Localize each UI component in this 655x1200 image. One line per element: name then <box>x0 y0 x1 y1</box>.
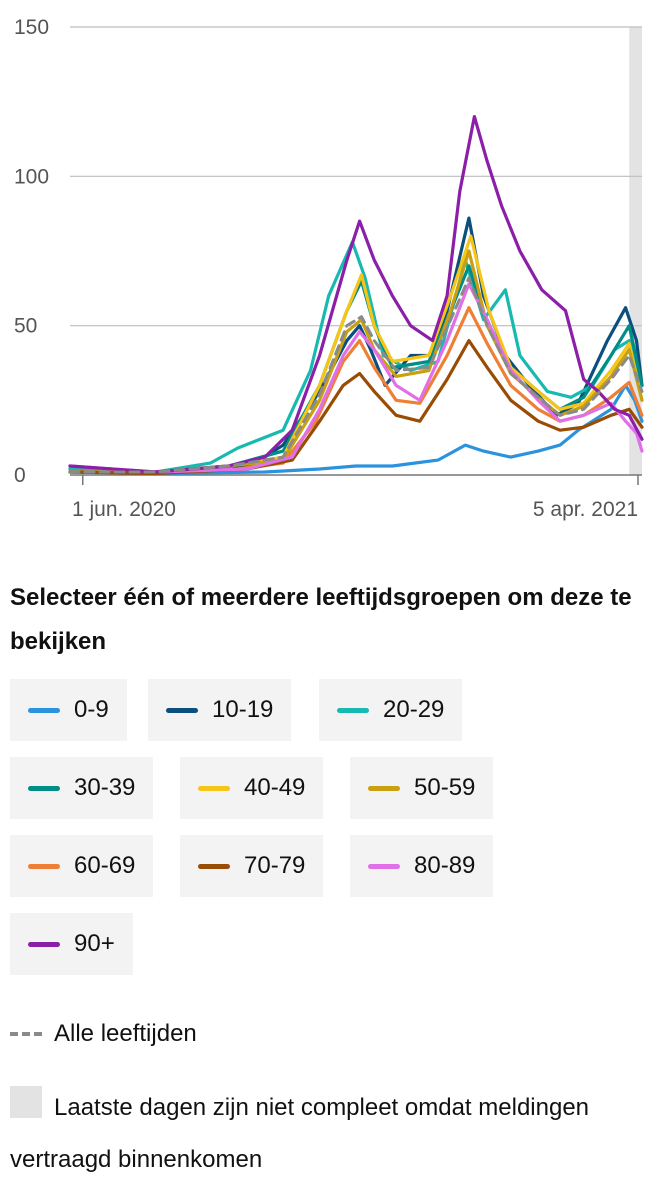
series-line-alle-leeftijden <box>68 276 644 474</box>
swatch-90-plus <box>28 941 60 947</box>
legend-button-70-79[interactable]: 70-79 <box>180 835 324 897</box>
legend-button-10-19[interactable]: 10-19 <box>148 679 292 741</box>
x-tick-label: 1 jun. 2020 <box>72 498 176 521</box>
legend-label: 80-89 <box>414 852 476 879</box>
incomplete-note: Laatste dagen zijn niet compleet omdat m… <box>10 1094 590 1173</box>
series-line-80-89 <box>68 282 644 474</box>
all-ages-label: Alle leeftijden <box>54 1020 197 1047</box>
y-tick-label: 50 <box>14 315 37 338</box>
line-chart: 0 50 100 150 1 jun. 2020 5 apr. 2021 <box>14 16 644 521</box>
series-line-70-79 <box>68 339 644 476</box>
dashed-line-swatch <box>10 1032 42 1036</box>
legend-button-80-89[interactable]: 80-89 <box>350 835 494 897</box>
swatch-50-59 <box>368 785 400 791</box>
swatch-40-49 <box>198 785 230 791</box>
legend-all-ages: Alle leeftijden <box>10 1014 197 1054</box>
y-tick-label: 150 <box>14 16 49 39</box>
x-tick-label: 5 apr. 2021 <box>533 498 638 521</box>
legend-button-50-59[interactable]: 50-59 <box>350 757 494 819</box>
series-line-20-29 <box>68 240 644 474</box>
swatch-60-69 <box>28 863 60 869</box>
legend-button-20-29[interactable]: 20-29 <box>319 679 463 741</box>
legend-label: 90+ <box>74 930 115 957</box>
legend-button-90-plus[interactable]: 90+ <box>10 913 133 975</box>
legend-label: 60-69 <box>74 852 136 879</box>
y-tick-label: 100 <box>14 165 49 188</box>
series-line-90- <box>68 115 644 474</box>
legend-button-60-69[interactable]: 60-69 <box>10 835 154 897</box>
legend-button-40-49[interactable]: 40-49 <box>180 757 324 819</box>
legend-label: 10-19 <box>212 696 274 723</box>
legend-button-0-9[interactable]: 0-9 <box>10 679 127 741</box>
swatch-80-89 <box>368 863 400 869</box>
incomplete-swatch <box>10 1086 42 1118</box>
legend-label: 30-39 <box>74 774 136 801</box>
series-line-40-49 <box>68 234 644 474</box>
series-line-0-9 <box>68 383 644 476</box>
swatch-30-39 <box>28 785 60 791</box>
swatch-70-79 <box>198 863 230 869</box>
legend-heading: Selecteer één of meerdere leeftijdsgroep… <box>10 584 632 655</box>
y-tick-label: 0 <box>14 464 26 487</box>
swatch-10-19 <box>166 707 198 713</box>
legend-label: 50-59 <box>414 774 476 801</box>
swatch-0-9 <box>28 707 60 713</box>
legend-button-30-39[interactable]: 30-39 <box>10 757 154 819</box>
legend-label: 0-9 <box>74 696 109 723</box>
legend-label: 20-29 <box>383 696 445 723</box>
legend-label: 40-49 <box>244 774 306 801</box>
legend-label: 70-79 <box>244 852 306 879</box>
swatch-20-29 <box>337 707 369 713</box>
series-line-30-39 <box>68 264 644 474</box>
